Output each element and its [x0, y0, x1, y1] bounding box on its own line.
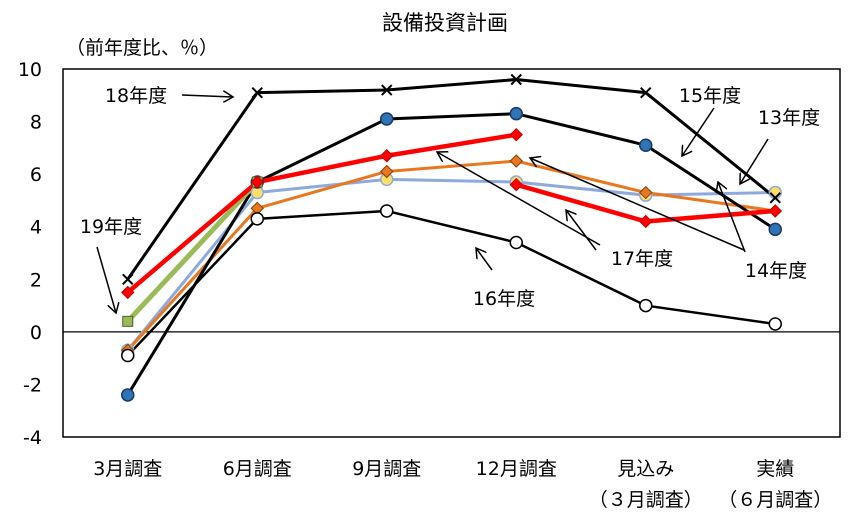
annotation-arrow: [181, 95, 233, 97]
annotation-arrow: [718, 182, 746, 253]
y-tick-label: 2: [30, 269, 42, 291]
y-tick-label: 4: [30, 217, 42, 239]
data-point: [639, 298, 653, 313]
y-tick-label: -2: [23, 374, 42, 396]
x-tick-label: 実績: [756, 458, 794, 480]
x-tick-label: 6月調査: [223, 458, 292, 480]
data-point: [639, 138, 653, 152]
annotation-arrow: [476, 248, 493, 271]
data-point: [380, 164, 394, 179]
x-tick-sublabel: （３月調査）: [589, 489, 703, 511]
data-point: [380, 149, 394, 163]
y-tick-label: 8: [30, 112, 42, 134]
y-tick-label: 6: [30, 164, 42, 186]
x-tick-label: 見込み: [617, 458, 674, 480]
annotation-label: 14年度: [745, 260, 807, 282]
annotation-label: 17年度: [611, 248, 673, 270]
chart-title: 設備投資計画: [382, 11, 508, 35]
y-tick-label: 10: [18, 59, 42, 81]
annotation-label: 13年度: [758, 107, 820, 129]
series-line: [126, 112, 777, 396]
data-point: [510, 73, 522, 86]
data-point: [509, 235, 523, 250]
data-point: [122, 315, 134, 327]
annotation-arrow: [682, 107, 715, 156]
data-point: [639, 185, 653, 200]
data-point: [768, 317, 782, 331]
data-point: [769, 192, 781, 204]
data-point: [121, 285, 135, 300]
data-point: [380, 204, 394, 218]
data-point: [640, 86, 652, 99]
x-tick-label: 9月調査: [352, 458, 421, 480]
annotation-label: 19年度: [80, 216, 142, 238]
data-point: [122, 273, 134, 285]
series-line: [126, 209, 776, 357]
series-line: [126, 177, 776, 352]
data-point: [509, 177, 523, 192]
y-axis-unit-label: （前年度比、％）: [66, 37, 218, 59]
x-tick-label: 3月調査: [93, 458, 162, 480]
annotation-arrow: [96, 246, 116, 313]
data-point: [768, 222, 782, 237]
annotation-label: 18年度: [105, 85, 167, 107]
data-point: [768, 204, 782, 218]
plot-area-frame: [62, 68, 841, 438]
y-tick-label: 0: [30, 322, 42, 344]
annotation-label: 16年度: [473, 288, 535, 310]
x-tick-label: 12月調査: [476, 458, 557, 480]
annotation-label: 15年度: [679, 85, 741, 107]
data-point: [381, 84, 393, 96]
annotation-arrow: [740, 138, 769, 184]
data-point: [250, 212, 264, 226]
annotation-arrow: [566, 210, 597, 251]
data-point: [121, 348, 135, 363]
series-line: [126, 159, 776, 352]
data-point: [250, 175, 264, 189]
data-point: [251, 86, 263, 99]
data-point: [639, 214, 653, 229]
data-point: [509, 128, 523, 142]
annotation-arrow: [437, 152, 601, 246]
data-point: [509, 154, 523, 168]
series-line: [126, 132, 517, 295]
data-point: [509, 106, 523, 121]
series-line: [126, 78, 777, 281]
series-line: [125, 180, 260, 324]
y-tick-label: -4: [23, 427, 42, 449]
x-tick-sublabel: （６月調査）: [718, 489, 832, 511]
data-point: [121, 388, 135, 402]
data-point: [380, 112, 394, 126]
annotation-arrow: [530, 158, 745, 251]
